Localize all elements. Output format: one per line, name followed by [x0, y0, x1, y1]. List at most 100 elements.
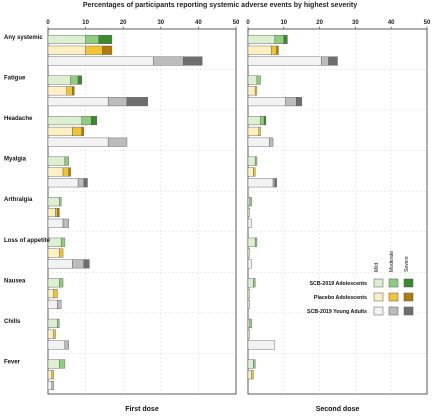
bar-second-dose-headache-placebo-adolescents-mild: [247, 126, 259, 136]
bar-first-dose-loss-of-appetite-scb-2019-young-adults-severe: [83, 259, 90, 269]
bar-first-dose-fatigue-scb-2019-young-adults-moderate: [107, 97, 128, 107]
category-label-fever: Fever: [4, 359, 21, 365]
bar-first-dose-fatigue-scb-2019-young-adults-mild: [47, 97, 109, 107]
bar-second-dose-nausea-scb-2019-adolescents-mild: [247, 278, 254, 288]
bar-first-dose-any-systemic-placebo-adolescents-mild: [47, 45, 86, 55]
bar-first-dose-chills-placebo-adolescents-moderate: [53, 329, 56, 339]
bar-first-dose-fatigue-placebo-adolescents-mild: [47, 86, 67, 96]
bar-second-dose-fever-scb-2019-adolescents-moderate: [253, 359, 256, 369]
bar-first-dose-nausea-scb-2019-young-adults-moderate: [57, 299, 62, 309]
legend-swatch-scb-2019-adolescents-mild: [373, 278, 384, 288]
category-label-loss-of-appetite: Loss of appetite: [4, 238, 51, 244]
category-label-chills: Chills: [4, 319, 21, 325]
bar-first-dose-fever-scb-2019-adolescents-mild: [47, 359, 60, 369]
bar-first-dose-headache-scb-2019-adolescents-severe: [91, 116, 98, 126]
bar-second-dose-myalgia-placebo-adolescents-moderate: [253, 167, 256, 177]
bar-second-dose-any-systemic-scb-2019-adolescents-severe: [283, 34, 288, 44]
bar-second-dose-any-systemic-scb-2019-young-adults-moderate: [321, 56, 329, 66]
bar-second-dose-arthralgia-scb-2019-adolescents-moderate: [249, 197, 252, 207]
bar-second-dose-chills-scb-2019-young-adults-mild: [247, 340, 276, 350]
bar-second-dose-myalgia-scb-2019-young-adults-mild: [247, 178, 274, 188]
bar-first-dose-headache-placebo-adolescents-moderate: [72, 126, 83, 136]
bar-second-dose-headache-scb-2019-adolescents-severe: [263, 116, 267, 126]
chart-title: Percentages of participants reporting sy…: [82, 2, 358, 9]
category-label-nausea: Nausea: [4, 278, 26, 284]
second-dose-label: Second dose: [316, 406, 360, 413]
first-dose-tick-label: 50: [233, 20, 240, 26]
bar-first-dose-nausea-scb-2019-young-adults-mild: [47, 299, 58, 309]
bar-first-dose-loss-of-appetite-scb-2019-young-adults-moderate: [72, 259, 84, 269]
bar-first-dose-arthralgia-scb-2019-young-adults-mild: [47, 218, 64, 228]
bar-second-dose-fever-scb-2019-adolescents-mild: [247, 359, 254, 369]
bar-first-dose-loss-of-appetite-placebo-adolescents-mild: [47, 248, 60, 258]
legend-swatch-scb-2019-young-adults-mild: [373, 306, 384, 316]
bar-second-dose-fever-placebo-adolescents-mild: [247, 370, 252, 380]
first-dose-tick-label: 0: [46, 20, 50, 26]
legend-label-scb-2019-young-adults: SCB-2019 Young Adults: [307, 309, 367, 315]
bar-first-dose-loss-of-appetite-scb-2019-young-adults-mild: [47, 259, 73, 269]
bar-second-dose-arthralgia-placebo-adolescents-mild: [247, 207, 250, 217]
bar-second-dose-myalgia-placebo-adolescents-mild: [247, 167, 254, 177]
second-dose-tick-label: 10: [280, 20, 287, 26]
bar-first-dose-myalgia-scb-2019-adolescents-mild: [47, 156, 66, 166]
first-dose-tick-label: 40: [195, 20, 202, 26]
bar-second-dose-fever-placebo-adolescents-moderate: [251, 370, 254, 380]
bar-second-dose-chills-scb-2019-adolescents-moderate: [249, 318, 252, 328]
bar-first-dose-myalgia-placebo-adolescents-mild: [47, 167, 64, 177]
bar-second-dose-fatigue-placebo-adolescents-moderate: [254, 86, 258, 96]
bar-second-dose-myalgia-scb-2019-young-adults-moderate: [272, 178, 276, 188]
bar-first-dose-any-systemic-scb-2019-adolescents-severe: [98, 34, 113, 44]
bar-first-dose-arthralgia-placebo-adolescents-mild: [47, 207, 56, 217]
bar-first-dose-chills-scb-2019-adolescents-mild: [47, 318, 58, 328]
bar-first-dose-arthralgia-placebo-adolescents-severe: [57, 207, 60, 217]
bar-first-dose-fever-scb-2019-adolescents-moderate: [59, 359, 66, 369]
bar-second-dose-any-systemic-scb-2019-young-adults-mild: [247, 56, 322, 66]
bar-first-dose-any-systemic-scb-2019-young-adults-severe: [183, 56, 203, 66]
second-dose-tick-label: 20: [316, 20, 323, 26]
category-label-fatigue: Fatigue: [4, 76, 26, 82]
bar-first-dose-arthralgia-scb-2019-adolescents-mild: [47, 197, 60, 207]
bar-first-dose-fatigue-scb-2019-adolescents-mild: [47, 75, 71, 85]
bar-second-dose-loss-of-appetite-scb-2019-adolescents-mild: [247, 237, 256, 247]
bar-second-dose-nausea-scb-2019-young-adults-mild: [247, 299, 250, 309]
bar-second-dose-chills-placebo-adolescents-mild: [247, 329, 250, 339]
bar-second-dose-any-systemic-scb-2019-young-adults-severe: [328, 56, 338, 66]
bar-first-dose-any-systemic-scb-2019-adolescents-moderate: [85, 34, 99, 44]
legend-swatch-scb-2019-young-adults-moderate: [388, 306, 399, 316]
bar-second-dose-arthralgia-scb-2019-adolescents-mild: [247, 197, 250, 207]
bar-second-dose-headache-scb-2019-young-adults-moderate: [269, 137, 274, 147]
bar-second-dose-headache-scb-2019-adolescents-mild: [247, 116, 261, 126]
bar-second-dose-nausea-scb-2019-adolescents-moderate: [253, 278, 256, 288]
bar-first-dose-myalgia-placebo-adolescents-moderate: [62, 167, 69, 177]
legend-swatch-placebo-adolescents-moderate: [388, 292, 399, 302]
bar-second-dose-myalgia-scb-2019-young-adults-severe: [274, 178, 277, 188]
bar-first-dose-any-systemic-placebo-adolescents-severe: [102, 45, 113, 55]
bar-second-dose-loss-of-appetite-scb-2019-adolescents-moderate: [254, 237, 258, 247]
second-dose-tick-label: 0: [246, 20, 250, 26]
bar-second-dose-any-systemic-placebo-adolescents-mild: [247, 45, 272, 55]
legend-swatch-placebo-adolescents-mild: [373, 292, 384, 302]
bar-first-dose-nausea-placebo-adolescents-mild: [47, 289, 54, 299]
bar-second-dose-any-systemic-scb-2019-adolescents-mild: [247, 34, 276, 44]
bar-first-dose-fever-placebo-adolescents-mild: [47, 370, 52, 380]
legend-label-placebo-adolescents: Placebo Adolescents: [314, 295, 367, 301]
bar-first-dose-nausea-scb-2019-adolescents-moderate: [59, 278, 64, 288]
bar-first-dose-fatigue-scb-2019-adolescents-severe: [77, 75, 83, 85]
category-label-any-systemic: Any systemic: [4, 35, 43, 41]
bar-first-dose-headache-placebo-adolescents-mild: [47, 126, 73, 136]
bar-second-dose-headache-scb-2019-young-adults-mild: [247, 137, 270, 147]
second-dose-tick-label: 50: [424, 20, 431, 26]
bar-first-dose-chills-scb-2019-young-adults-mild: [47, 340, 66, 350]
bar-first-dose-myalgia-scb-2019-young-adults-severe: [83, 178, 88, 188]
bar-first-dose-loss-of-appetite-placebo-adolescents-moderate: [59, 248, 64, 258]
bar-first-dose-myalgia-scb-2019-young-adults-moderate: [77, 178, 84, 188]
bar-first-dose-any-systemic-scb-2019-young-adults-mild: [47, 56, 154, 66]
bar-first-dose-fatigue-scb-2019-young-adults-severe: [126, 97, 148, 107]
legend-label-scb-2019-adolescents: SCB-2019 Adolescents: [309, 281, 367, 287]
bar-first-dose-headache-placebo-adolescents-severe: [81, 126, 84, 136]
legend-severity-severe: Severe: [404, 256, 410, 272]
bar-second-dose-arthralgia-scb-2019-young-adults-mild: [247, 218, 252, 228]
bar-second-dose-loss-of-appetite-scb-2019-young-adults-mild: [247, 259, 252, 269]
bar-first-dose-headache-scb-2019-adolescents-mild: [47, 116, 83, 126]
